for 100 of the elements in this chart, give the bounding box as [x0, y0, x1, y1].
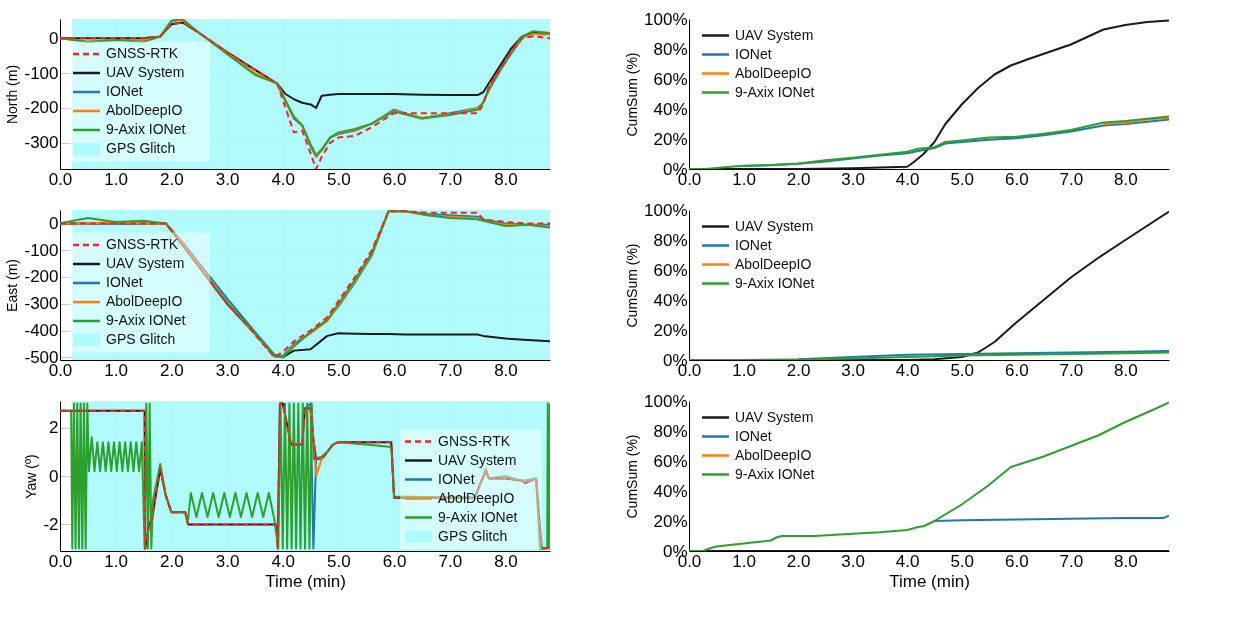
legend-label: AbolDeepIO: [735, 255, 812, 272]
x-tick-label: 5.0: [327, 360, 351, 380]
y-axis-title: CumSum (%): [624, 52, 641, 137]
y-tick-label: 100%: [644, 9, 688, 29]
x-axis-title: Time (min): [889, 571, 970, 591]
x-tick-label: 5.0: [327, 169, 351, 189]
legend-label: IONet: [106, 83, 143, 99]
y-tick-label: 100%: [644, 200, 688, 220]
y-tick-label: 20%: [653, 511, 688, 531]
x-tick-label: 7.0: [438, 169, 463, 189]
x-tick-label: 8.0: [494, 169, 518, 189]
x-tick-label: 3.0: [841, 551, 865, 571]
x-tick-label: 5.0: [950, 169, 975, 189]
legend-label: UAV System: [438, 451, 517, 468]
x-tick-label: 7.0: [1059, 551, 1084, 571]
x-tick-label: 6.0: [382, 360, 407, 380]
x-tick-label: 5.0: [950, 360, 975, 380]
x-tick-label: 1.0: [732, 169, 756, 189]
legend-label: IONet: [735, 427, 772, 444]
legend-label: 9-Axix IONet: [106, 121, 186, 137]
x-tick-label: 1.0: [732, 360, 756, 380]
x-tick-label: 1.0: [104, 169, 128, 189]
band-label: GPS Glitch: [106, 140, 176, 156]
y-tick-label: -2: [43, 514, 59, 534]
x-tick-label: 4.0: [271, 360, 296, 380]
x-tick-label: 4.0: [271, 169, 296, 189]
legend-label: UAV System: [735, 26, 814, 43]
x-tick-label: 1.0: [104, 551, 128, 571]
legend-label: UAV System: [106, 64, 185, 80]
y-tick-label: 100%: [644, 391, 688, 411]
y-tick-label: 0: [49, 466, 59, 486]
y-tick-label: -400: [24, 321, 59, 341]
x-tick-label: 4.0: [895, 551, 920, 571]
x-tick-label: 1.0: [732, 551, 756, 571]
legend-label: UAV System: [735, 217, 814, 234]
x-tick-label: 8.0: [494, 551, 518, 571]
legend-label: IONet: [735, 45, 772, 62]
x-tick-label: 7.0: [438, 360, 463, 380]
y-tick-label: 80%: [653, 230, 688, 250]
legend-label: GNSS-RTK: [438, 432, 511, 449]
y-tick-label: 0: [49, 28, 59, 48]
x-tick-label: 8.0: [1114, 551, 1138, 571]
x-tick-label: 8.0: [494, 360, 518, 380]
x-tick-label: 2.0: [786, 551, 811, 571]
x-tick-label: 7.0: [1059, 360, 1084, 380]
y-tick-label: 20%: [653, 320, 688, 340]
x-tick-label: 6.0: [382, 551, 407, 571]
x-tick-label: 0.0: [48, 169, 73, 189]
x-tick-label: 3.0: [215, 169, 240, 189]
x-tick-label: 3.0: [215, 360, 240, 380]
y-tick-label: 40%: [653, 481, 688, 501]
x-tick-label: 2.0: [160, 551, 184, 571]
y-axis-title: CumSum (%): [624, 434, 641, 519]
y-tick-label: 60%: [653, 260, 688, 280]
legend-label: 9-Axix IONet: [735, 274, 815, 291]
legend-label: UAV System: [106, 255, 185, 271]
y-axis-title: East (m): [4, 259, 21, 312]
y-tick-label: -200: [24, 267, 59, 287]
x-tick-label: 2.0: [160, 169, 184, 189]
legend-label: IONet: [438, 470, 475, 487]
legend-label: 9-Axix IONet: [735, 83, 815, 100]
x-tick-label: 2.0: [160, 360, 184, 380]
y-tick-label: 60%: [653, 69, 688, 89]
legend-label: 9-Axix IONet: [106, 312, 186, 328]
legend-label: IONet: [735, 236, 772, 253]
y-tick-label: 80%: [653, 421, 688, 441]
y-tick-label: -300: [24, 294, 59, 314]
x-tick-label: 6.0: [1004, 169, 1029, 189]
band-label: GPS Glitch: [106, 331, 176, 347]
legend-label: AbolDeepIO: [735, 64, 812, 81]
x-tick-label: 8.0: [1114, 360, 1138, 380]
y-tick-label: 0: [49, 213, 59, 233]
x-tick-label: 4.0: [271, 551, 296, 571]
band-label: GPS Glitch: [438, 527, 508, 544]
x-tick-label: 8.0: [1114, 169, 1138, 189]
x-tick-label: 6.0: [382, 169, 407, 189]
x-tick-label: 1.0: [104, 360, 128, 380]
y-tick-label: 80%: [653, 39, 688, 59]
legend-label: GNSS-RTK: [106, 236, 179, 252]
y-tick-label: 20%: [653, 129, 688, 149]
y-axis-title: Yaw (º): [23, 454, 40, 499]
y-tick-label: 2: [49, 418, 59, 438]
x-tick-label: 4.0: [895, 169, 920, 189]
x-tick-label: 7.0: [1059, 169, 1084, 189]
y-tick-label: -100: [24, 63, 59, 83]
legend-label: AbolDeepIO: [106, 102, 183, 118]
x-tick-label: 6.0: [1004, 360, 1029, 380]
x-tick-label: 0.0: [48, 551, 73, 571]
x-tick-label: 5.0: [950, 551, 975, 571]
x-tick-label: 4.0: [895, 360, 920, 380]
y-tick-label: -300: [24, 133, 59, 153]
x-tick-label: 6.0: [1004, 551, 1029, 571]
legend-label: 9-Axix IONet: [735, 465, 815, 482]
y-tick-label: 60%: [653, 451, 688, 471]
legend-label: 9-Axix IONet: [438, 508, 518, 525]
legend-label: IONet: [106, 274, 143, 290]
y-axis-title: CumSum (%): [624, 243, 641, 328]
x-tick-label: 2.0: [786, 169, 811, 189]
y-tick-label: 40%: [653, 290, 688, 310]
x-tick-label: 3.0: [841, 360, 865, 380]
